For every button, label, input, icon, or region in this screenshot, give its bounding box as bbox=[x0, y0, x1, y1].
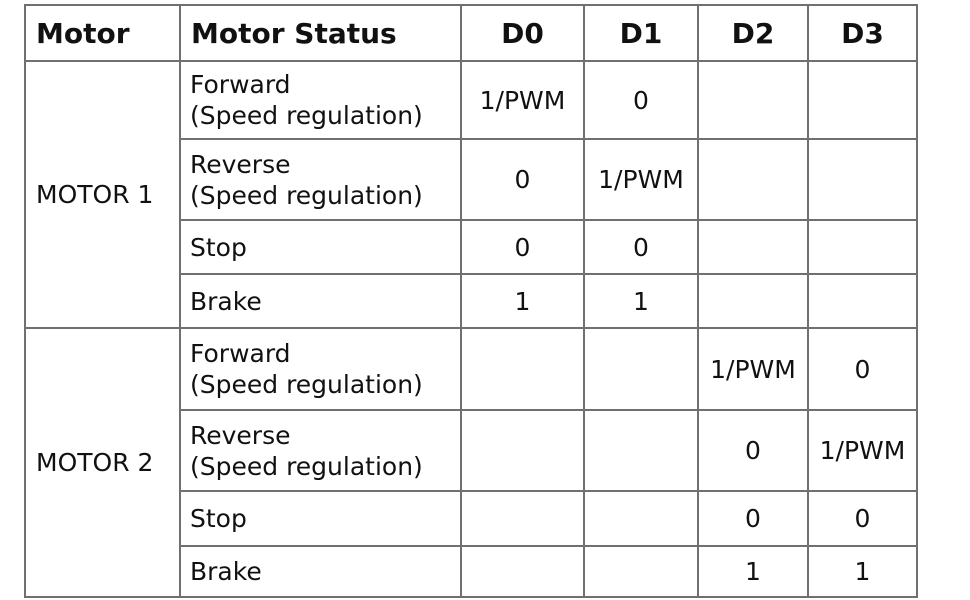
d2-value-cell bbox=[697, 219, 809, 275]
header-d1: D1 bbox=[583, 4, 699, 62]
table-row: Brake 1 1 bbox=[25, 273, 918, 329]
d2-value-cell: 0 bbox=[697, 490, 809, 547]
status-cell: Forward (Speed regulation) bbox=[179, 327, 462, 411]
d2-value-cell: 1 bbox=[697, 545, 809, 598]
d0-value-cell bbox=[460, 327, 585, 411]
status-line: Forward bbox=[190, 339, 291, 368]
table-row: Reverse (Speed regulation) 0 1/PWM bbox=[25, 138, 918, 221]
header-d2: D2 bbox=[697, 4, 809, 62]
d2-value-cell bbox=[697, 138, 809, 221]
d0-value-cell: 1/PWM bbox=[460, 60, 585, 140]
table-row: Stop 0 0 bbox=[25, 219, 918, 275]
status-cell: Stop bbox=[179, 490, 462, 547]
header-d0: D0 bbox=[460, 4, 585, 62]
d3-value-cell bbox=[807, 138, 918, 221]
motor-control-table: Motor Motor Status D0 D1 D2 D3 MOTOR 1 Fo… bbox=[24, 4, 918, 598]
d0-value-cell bbox=[460, 409, 585, 492]
d1-value-cell: 1/PWM bbox=[583, 138, 699, 221]
d0-value-cell: 1 bbox=[460, 273, 585, 329]
d3-value-cell bbox=[807, 60, 918, 140]
header-d3: D3 bbox=[807, 4, 918, 62]
d1-value-cell: 0 bbox=[583, 60, 699, 140]
status-line: (Speed regulation) bbox=[190, 370, 423, 399]
d3-value-cell: 0 bbox=[807, 490, 918, 547]
status-line: Reverse bbox=[190, 149, 291, 179]
motor-cell: MOTOR 1 bbox=[24, 60, 181, 329]
d3-value-cell: 1/PWM bbox=[807, 409, 918, 492]
header-motor-status: Motor Status bbox=[179, 4, 462, 62]
status-cell: Reverse (Speed regulation) bbox=[179, 138, 462, 221]
d2-value-cell: 1/PWM bbox=[697, 327, 809, 411]
status-line: (Speed regulation) bbox=[190, 101, 423, 130]
d1-value-cell bbox=[583, 545, 699, 598]
d0-value-cell: 0 bbox=[460, 219, 585, 275]
d1-value-cell: 1 bbox=[583, 273, 699, 329]
d2-value-cell bbox=[697, 60, 809, 140]
d2-value-cell bbox=[697, 273, 809, 329]
table-row: Brake 1 1 bbox=[25, 545, 918, 598]
table-row: Stop 0 0 bbox=[25, 490, 918, 547]
status-line: (Speed regulation) bbox=[190, 451, 423, 481]
status-line: Reverse bbox=[190, 420, 291, 450]
d3-value-cell: 0 bbox=[807, 327, 918, 411]
status-cell: Brake bbox=[179, 273, 462, 329]
motor-cell: MOTOR 2 bbox=[24, 327, 181, 598]
d1-value-cell bbox=[583, 327, 699, 411]
d1-value-cell bbox=[583, 409, 699, 492]
table-row: MOTOR 2 Forward (Speed regulation) 1/PWM 0 bbox=[24, 327, 918, 598]
d3-value-cell bbox=[807, 273, 918, 329]
table-row: MOTOR 1 Forward (Speed regulation) 1/PWM 0 bbox=[24, 60, 918, 329]
d3-value-cell: 1 bbox=[807, 545, 918, 598]
d0-value-cell bbox=[460, 545, 585, 598]
status-line: (Speed regulation) bbox=[190, 180, 423, 210]
d2-value-cell: 0 bbox=[697, 409, 809, 492]
d0-value-cell bbox=[460, 490, 585, 547]
d1-value-cell bbox=[583, 490, 699, 547]
status-line: Brake bbox=[190, 286, 262, 316]
d1-value-cell: 0 bbox=[583, 219, 699, 275]
status-line: Stop bbox=[190, 504, 247, 533]
header-motor: Motor bbox=[24, 4, 181, 62]
status-line: Forward bbox=[190, 70, 291, 99]
status-cell: Reverse (Speed regulation) bbox=[179, 409, 462, 492]
header-row: Motor Motor Status D0 D1 D2 D3 bbox=[24, 4, 918, 62]
d0-value-cell: 0 bbox=[460, 138, 585, 221]
d3-value-cell bbox=[807, 219, 918, 275]
status-cell: Stop bbox=[179, 219, 462, 275]
status-cell: Forward (Speed regulation) bbox=[179, 60, 462, 140]
table-row: Reverse (Speed regulation) 0 1/PWM bbox=[25, 409, 918, 492]
status-line: Brake bbox=[190, 557, 262, 586]
status-cell: Brake bbox=[179, 545, 462, 598]
status-line: Stop bbox=[190, 232, 247, 262]
